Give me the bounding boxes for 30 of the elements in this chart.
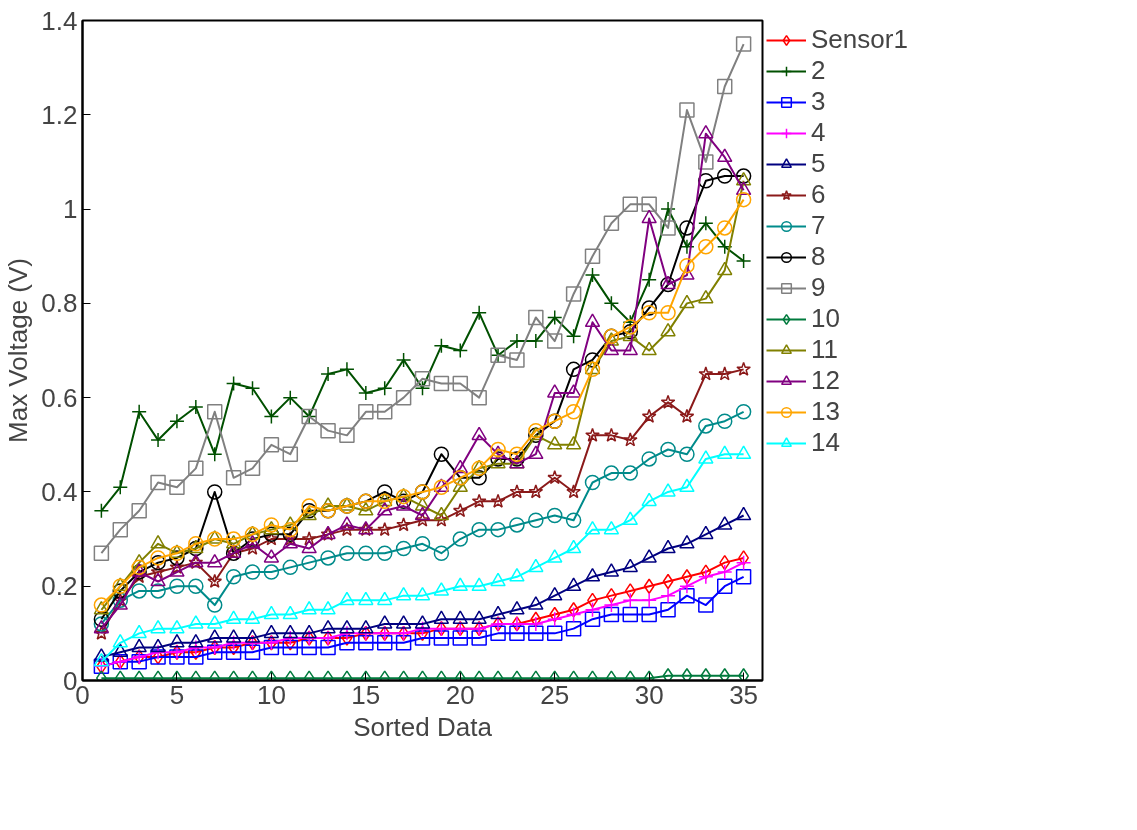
x-tick-label: 35	[729, 679, 759, 710]
y-tick-label: 0.4	[41, 476, 78, 507]
legend-label: 9	[811, 272, 827, 303]
y-tick-label: 1	[63, 194, 78, 225]
legend-label: 4	[811, 117, 827, 148]
y-tick-label: 1.4	[41, 5, 78, 36]
x-tick-label: 10	[256, 679, 286, 710]
x-tick-label: 30	[634, 679, 664, 710]
x-tick-label: 15	[351, 679, 381, 710]
legend-label: 6	[811, 179, 827, 210]
legend-label: 14	[811, 427, 840, 458]
legend-label: 2	[811, 55, 827, 86]
legend-label: Sensor1	[811, 24, 908, 55]
legend-label: 3	[811, 86, 827, 117]
legend-label: 10	[811, 303, 840, 334]
y-tick-label: 1.2	[41, 99, 78, 130]
legend-label: 12	[811, 365, 840, 396]
legend-label: 11	[811, 334, 838, 365]
x-axis-title: Sorted Data	[353, 711, 493, 742]
x-tick-label: 20	[445, 679, 475, 710]
x-tick-label: 5	[169, 679, 185, 710]
legend-label: 7	[811, 210, 827, 241]
legend-label: 8	[811, 241, 827, 272]
y-axis-title: Max Voltage (V)	[3, 258, 34, 443]
x-tick-label: 25	[540, 679, 570, 710]
y-tick-label: 0.2	[41, 571, 78, 602]
y-tick-label: 0.8	[41, 288, 78, 319]
legend-label: 5	[811, 148, 827, 179]
legend-label: 13	[811, 396, 840, 427]
y-tick-label: 0.6	[41, 382, 78, 413]
